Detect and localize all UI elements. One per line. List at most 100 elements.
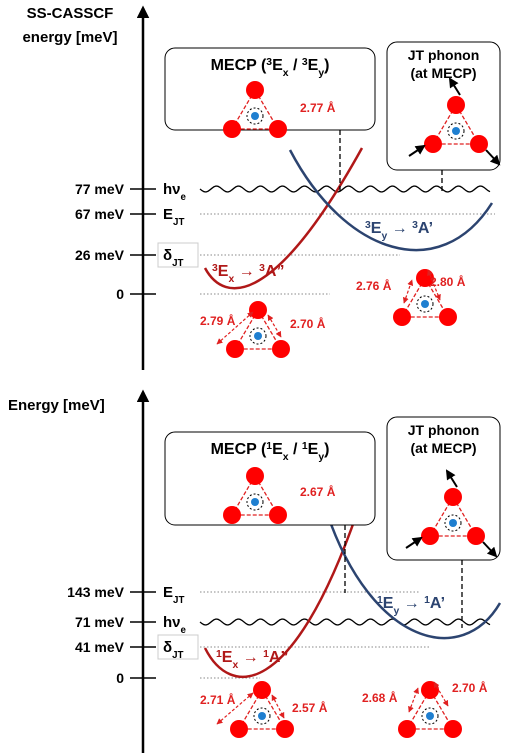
text-segment: hν	[163, 614, 181, 631]
stretch-arrow	[268, 315, 281, 337]
level-name: EJT	[163, 206, 184, 228]
text-segment: E	[308, 441, 319, 458]
atom	[424, 135, 442, 153]
text-segment: A”	[269, 649, 289, 666]
level-name: hνe	[163, 181, 187, 203]
energy-label: 26 meV	[75, 247, 125, 263]
text-segment: hν	[163, 181, 181, 198]
distance-label: 2.67 Å	[300, 484, 336, 499]
page: {"panels": [ {"axis_title": ["SS-CASSCF"…	[0, 0, 505, 753]
text-segment: e	[181, 192, 187, 203]
level-name: EJT	[163, 584, 184, 606]
diagram: SS-CASSCF energy [meV] 77 meV 67 meV 26 meV 0…	[0, 0, 505, 753]
distance-label: 2.68 Å	[362, 690, 398, 705]
distance-label: 2.57 Å	[292, 700, 328, 715]
text-segment: δ	[163, 639, 172, 656]
energy-label: 71 meV	[75, 614, 125, 630]
text-segment: e	[181, 625, 187, 636]
distance-label: 2.71 Å	[200, 692, 236, 707]
stretch-arrow	[409, 688, 418, 712]
text-segment: /	[289, 57, 302, 74]
stretch-arrow	[272, 695, 284, 718]
axis-title: SS-CASSCF	[27, 5, 114, 22]
distance-label: 2.80 Å	[430, 274, 466, 289]
atom	[444, 720, 462, 738]
atom	[223, 120, 241, 138]
energy-label: 77 meV	[75, 181, 125, 197]
photon-line	[200, 619, 490, 625]
level-name: hνe	[163, 614, 187, 636]
text-segment: MECP (	[211, 441, 267, 458]
text-segment: E	[163, 206, 173, 223]
atom	[467, 527, 485, 545]
atom	[276, 720, 294, 738]
text-segment: JT	[173, 217, 184, 228]
distance-label: 2.76 Å	[356, 278, 392, 293]
stretch-arrow	[404, 280, 412, 303]
center-atom	[449, 519, 457, 527]
center-atom	[254, 332, 262, 340]
atom	[439, 308, 457, 326]
atom	[444, 488, 462, 506]
atom	[253, 681, 271, 699]
atom	[393, 308, 411, 326]
text-segment: →	[234, 263, 259, 280]
energy-label: 0	[116, 670, 124, 686]
text-segment: A’	[418, 220, 433, 237]
atom	[269, 120, 287, 138]
axis-title: energy [meV]	[22, 29, 117, 46]
text-segment: E	[371, 220, 382, 237]
text-segment: →	[399, 595, 424, 612]
text-segment: )	[324, 441, 329, 458]
phonon-title: JT phonon	[408, 47, 480, 63]
text-segment: E	[222, 649, 233, 666]
atom	[447, 96, 465, 114]
distance-label: 2.77 Å	[300, 100, 336, 115]
text-segment: )	[324, 57, 329, 74]
center-atom	[426, 712, 434, 720]
state-label: 3Ey → 3A’	[365, 220, 433, 242]
energy-label: 67 meV	[75, 206, 125, 222]
atom	[421, 527, 439, 545]
text-segment: E	[383, 595, 394, 612]
atom	[269, 506, 287, 524]
energy-label: 0	[116, 286, 124, 302]
text-segment: →	[387, 220, 412, 237]
distance-label: 2.79 Å	[200, 313, 236, 328]
center-atom	[251, 112, 259, 120]
state-label: 1Ex → 1A”	[216, 649, 288, 671]
center-atom	[251, 498, 259, 506]
text-segment: /	[289, 441, 302, 458]
atom	[230, 720, 248, 738]
text-segment: E	[308, 57, 319, 74]
text-segment: δ	[163, 247, 172, 264]
distance-label: 2.70 Å	[290, 316, 326, 331]
text-segment: E	[272, 441, 283, 458]
atom	[398, 720, 416, 738]
phonon-title: (at MECP)	[410, 440, 476, 456]
state-label: 3Ex → 3A”	[212, 263, 284, 285]
phonon-title: JT phonon	[408, 422, 480, 438]
text-segment: →	[238, 649, 263, 666]
text-segment: A’	[430, 595, 445, 612]
distance-label: 2.70 Å	[452, 680, 488, 695]
text-segment: MECP (	[211, 57, 267, 74]
photon-line	[200, 186, 490, 192]
atom	[246, 81, 264, 99]
atom	[249, 301, 267, 319]
text-segment: JT	[172, 258, 183, 269]
atom	[223, 506, 241, 524]
atom	[246, 467, 264, 485]
atom	[272, 340, 290, 358]
atom	[470, 135, 488, 153]
text-segment: JT	[173, 595, 184, 606]
atom	[421, 681, 439, 699]
text-segment: A”	[265, 263, 285, 280]
center-atom	[452, 127, 460, 135]
atom	[226, 340, 244, 358]
text-segment: E	[163, 584, 173, 601]
energy-label: 41 meV	[75, 639, 125, 655]
axis-title: Energy [meV]	[8, 397, 105, 414]
text-segment: E	[218, 263, 229, 280]
center-atom	[421, 300, 429, 308]
